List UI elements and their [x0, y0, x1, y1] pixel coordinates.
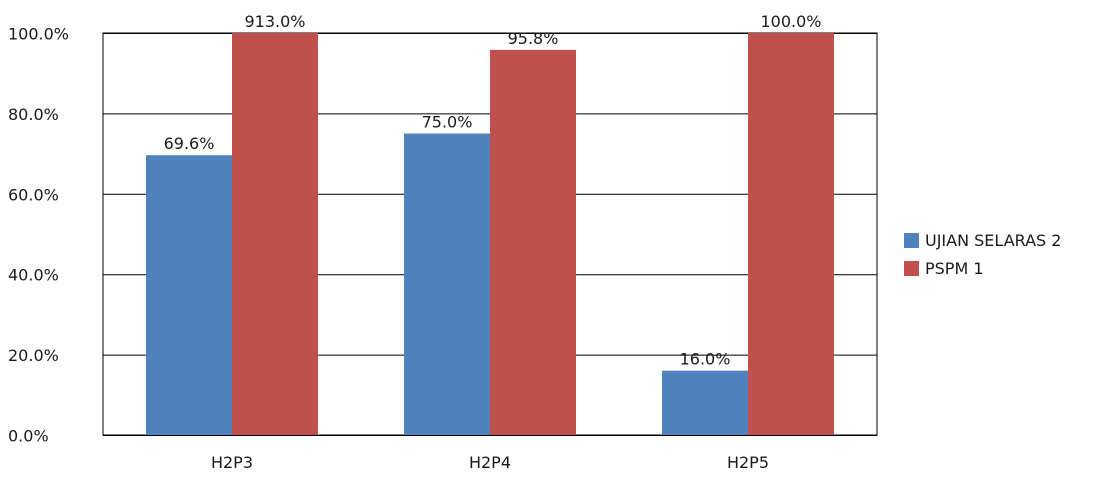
legend-label: PSPM 1 [925, 259, 984, 278]
data-label: 913.0% [244, 12, 305, 31]
data-label: 69.6% [164, 134, 215, 153]
legend: UJIAN SELARAS 2 PSPM 1 [904, 231, 1061, 278]
bar [232, 33, 318, 435]
data-labels: 69.6% 913.0% 75.0% 95.8% 16.0% 100.0% [164, 12, 822, 369]
y-tick-label: 100.0% [8, 25, 69, 44]
legend-swatch [904, 261, 919, 276]
y-tick-label: 40.0% [8, 266, 59, 285]
y-tick-label: 0.0% [8, 427, 49, 446]
data-label: 100.0% [760, 12, 821, 31]
x-tick-label: H2P5 [727, 453, 769, 472]
bar [146, 155, 232, 435]
bar [404, 133, 490, 435]
y-tick-label: 60.0% [8, 185, 59, 204]
legend-label: UJIAN SELARAS 2 [925, 231, 1061, 250]
data-label: 16.0% [680, 350, 731, 369]
data-label: 95.8% [508, 29, 559, 48]
y-tick-label: 80.0% [8, 105, 59, 124]
bar [748, 33, 834, 435]
legend-swatch [904, 233, 919, 248]
x-tick-label: H2P3 [211, 453, 253, 472]
bar [662, 370, 748, 435]
bars [146, 33, 834, 435]
axes: 0.0% 20.0% 40.0% 60.0% 80.0% 100.0% H2P3 H2P4 H2… [8, 25, 878, 472]
x-tick-label: H2P4 [469, 453, 511, 472]
y-tick-label: 20.0% [8, 346, 59, 365]
data-label: 75.0% [422, 113, 473, 132]
bar [490, 49, 576, 435]
